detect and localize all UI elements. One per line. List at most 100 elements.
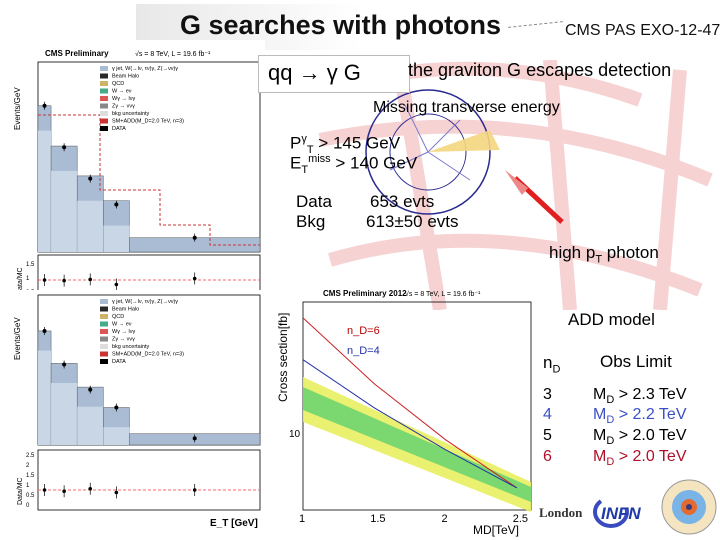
legend-entry: SM+ADD(M_D=2.0 TeV, n=3) [112, 352, 184, 358]
background-component-bar [77, 200, 104, 252]
legend-swatch [100, 351, 108, 357]
infn-logo: INFN [593, 496, 641, 528]
ratio-tick-label: 0.5 [26, 493, 35, 499]
background-component-bar [103, 225, 130, 252]
background-component-bar [51, 383, 78, 445]
limit-xticks: 1 1.5 2 2.5 [299, 513, 528, 525]
table-header-nd: nD [543, 353, 561, 376]
legend-entry: Wγ → lνγ [112, 329, 135, 335]
met-label: Missing transverse energy [373, 99, 560, 116]
background-component-bar [103, 427, 130, 445]
infn-logo-text: INFN [601, 504, 641, 523]
legend-swatch [100, 73, 108, 79]
plot2-ratio-ylabel: Data/MC [17, 477, 24, 505]
legend-swatch [100, 81, 108, 86]
cut-photon-pt: PγT > 145 GeV [290, 133, 401, 157]
limit-plot-ylabel: Cross section[fb] [276, 313, 290, 402]
limit-curve-n_D=4 [302, 359, 517, 489]
limit-xtick-label: 1 [299, 513, 305, 525]
legend-entry: Beam Halo [112, 74, 139, 80]
legend-entry: Zγ → ννγ [112, 104, 135, 110]
table-row-nd: 6 [543, 448, 552, 465]
plot1-lumi: √s = 8 TeV, L = 19.6 fb⁻¹ [135, 50, 211, 58]
plot1-ratio-ylabel: Data/MC [17, 267, 24, 295]
legend-entry: Zγ → ννγ [112, 337, 135, 343]
nd4-annotation: n_D=4 [347, 345, 380, 357]
limit-plot-xlabel: MD[TeV] [473, 523, 519, 537]
background-component-bar [51, 170, 78, 252]
data-value: 653 evts [370, 192, 435, 211]
legend-swatch [100, 118, 108, 124]
process-formula: qq → γ G [268, 60, 361, 85]
photon-pt-plot: CMS Preliminary √s = 8 TeV, L = 19.6 fb⁻… [0, 40, 265, 295]
table-header-limit: Obs Limit [600, 352, 672, 371]
table-row-limit: MD > 2.2 TeV [593, 406, 687, 427]
nd6-annotation: n_D=6 [347, 325, 380, 337]
legend-swatch [100, 314, 108, 319]
plot1-bars [37, 101, 261, 253]
background-component-bar [38, 350, 52, 445]
limit-plot-lumi: √s = 8 TeV, L = 19.6 fb⁻¹ [405, 290, 481, 298]
legend-swatch [100, 329, 108, 334]
limit-xtick-label: 2 [442, 513, 448, 525]
table-row-limit: MD > 2.0 TeV [593, 427, 687, 448]
legend-swatch [100, 359, 108, 364]
table-row-nd: 3 [543, 386, 552, 403]
legend-swatch [100, 321, 108, 327]
plot1-header: CMS Preliminary [45, 49, 109, 58]
legend-swatch [100, 88, 108, 94]
legend-entry: QCD [112, 314, 124, 320]
limit-xtick-label: 2.5 [513, 513, 528, 525]
legend-entry: W → eν [112, 89, 132, 95]
legend-entry: QCD [112, 81, 124, 87]
data-label: Data [296, 192, 332, 211]
legend-entry: DATA [112, 359, 126, 365]
met-plot: Events/GeV γ jet, W(→lν, τν)γ, Z(→νν)γ Be… [0, 290, 265, 530]
legend-entry: DATA [112, 126, 126, 132]
ratio-tick-label: 1 [26, 276, 30, 282]
legend-swatch [100, 111, 108, 116]
legend-entry: Wγ → lνγ [112, 96, 135, 102]
add-model-title: ADD model [568, 310, 655, 329]
legend-swatch [100, 126, 108, 131]
background-component-bar [77, 406, 104, 445]
table-row-nd: 5 [543, 427, 552, 444]
lhc-logo [661, 479, 717, 535]
legend-entry: W → eν [112, 322, 132, 328]
plot2-ratio-points [42, 482, 197, 499]
legend-swatch [100, 299, 108, 304]
legend-entry: bkg uncertainty [112, 344, 150, 350]
legend-entry: γ jet, W(→lν, τν)γ, Z(→νν)γ [112, 66, 178, 72]
limit-curve-n_D=6 [302, 317, 518, 489]
table-row-limit: MD > 2.3 TeV [593, 386, 687, 407]
legend-entry: bkg uncertainty [112, 111, 150, 117]
limit-xtick-label: 1.5 [370, 513, 385, 525]
ratio-tick-label: 1.5 [26, 473, 35, 479]
plot2-ratio-ticks: 2.5 2 1.5 1 0.5 0 [26, 453, 35, 509]
bkg-label: Bkg [296, 212, 326, 231]
background-component-bar [38, 130, 52, 252]
plot2-bars [37, 326, 261, 446]
plot1-ylabel: Events/GeV [13, 87, 22, 130]
process-box [258, 55, 410, 93]
photon-label: high pT photon [549, 243, 659, 266]
legend-swatch [100, 96, 108, 101]
ratio-tick-label: 2.5 [26, 453, 35, 459]
slide-title: G searches with photons [180, 10, 502, 40]
ratio-tick-label: 2 [26, 463, 30, 469]
bkg-value: 613±50 evts [366, 212, 459, 231]
legend-entry: γ jet, W(→lν, τν)γ, Z(→νν)γ [112, 299, 178, 305]
ratio-tick-label: 1.5 [26, 262, 35, 268]
legend-swatch [100, 103, 108, 109]
legend-swatch [100, 344, 108, 349]
table-row-limit: MD > 2.0 TeV [593, 448, 687, 469]
plot2-ylabel: Events/GeV [13, 317, 22, 360]
pas-reference: CMS PAS EXO-12-47 [565, 22, 720, 39]
plot2-xlabel: E_T [GeV] [210, 518, 258, 529]
limit-ytick-10: 10 [289, 429, 301, 440]
limit-plot-title: CMS Preliminary 2012 [323, 289, 407, 298]
london-text: London [539, 505, 583, 520]
event-display [318, 60, 713, 310]
